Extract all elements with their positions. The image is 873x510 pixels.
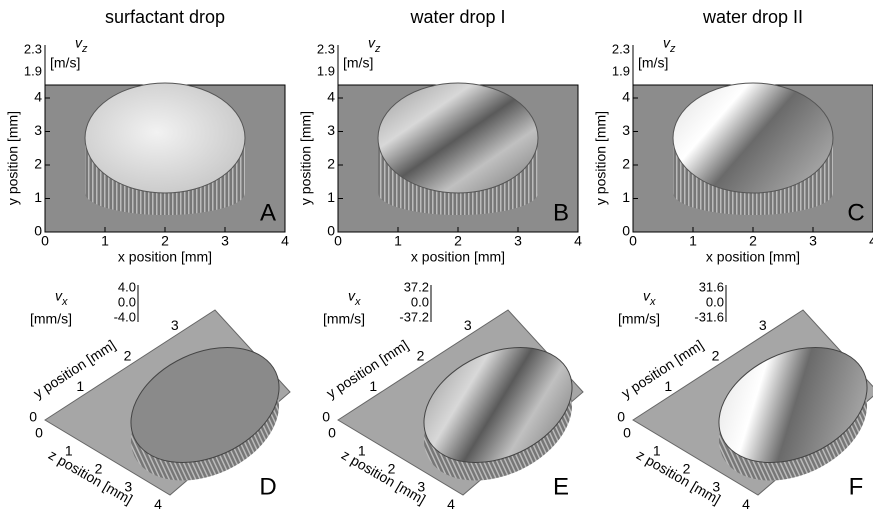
y-tick-label: 4 [622,89,630,105]
x-tick-label: 1 [394,233,402,249]
y-tick-label: 1 [327,189,335,205]
panel-title: surfactant drop [105,7,225,27]
y-tick-label: 2 [34,156,42,172]
x-tick-label: 0 [623,425,631,441]
y-tick-label: 2 [712,348,720,364]
z-subscript: x [649,296,656,308]
z-variable: vz [368,35,381,55]
y-axis-label: y position [mm] [593,111,609,205]
y-tick-label: 3 [327,122,335,138]
panel-letter: E [553,473,569,500]
y-tick-label: 3 [759,317,767,333]
z-tick-label: 0.0 [118,294,136,309]
y-tick-label: 1 [34,189,42,205]
z-tick-label: -31.6 [694,309,724,324]
z-unit: [mm/s] [618,311,660,327]
panel-letter: A [260,199,276,226]
z-tick-label: 37.2 [404,279,429,294]
x-tick-label: 1 [101,233,109,249]
x-tick-label: 4 [281,233,289,249]
x-tick-label: 2 [749,233,757,249]
x-tick-label: 4 [154,496,162,510]
z-subscript: z [81,43,88,55]
figure: surfactant dropvz[m/s]2.31.90123401234x … [0,0,873,510]
z-tick-label: 2.3 [317,41,335,56]
x-tick-label: 3 [514,233,522,249]
x-tick-label: 0 [41,233,49,249]
y-tick-label: 0 [322,409,330,425]
y-tick-label: 4 [34,89,42,105]
z-tick-label: 4.0 [118,279,136,294]
y-tick-label: 2 [124,348,132,364]
z-tick-label: 31.6 [699,279,724,294]
drop-surface [673,83,833,193]
z-subscript: x [354,296,361,308]
z-unit: [mm/s] [30,311,72,327]
z-tick-label: 2.3 [612,41,630,56]
z-tick-label: -37.2 [399,309,429,324]
x-tick-label: 3 [809,233,817,249]
x-tick-label: 2 [161,233,169,249]
z-tick-label: 1.9 [24,63,42,78]
panel-letter: F [849,473,864,500]
z-unit: [m/s] [343,55,373,71]
panel-letter: B [553,199,569,226]
z-variable: vz [663,35,676,55]
y-axis-label: y position [mm] [298,111,314,205]
x-tick-label: 4 [574,233,582,249]
y-tick-label: 3 [464,317,472,333]
x-tick-label: 4 [869,233,873,249]
panel-letter: C [847,199,864,226]
x-tick-label: 0 [334,233,342,249]
drop-surface [378,83,538,193]
z-variable: vz [75,35,88,55]
y-tick-label: 1 [622,189,630,205]
y-tick-label: 2 [622,156,630,172]
z-variable: vx [643,288,656,308]
y-axis-label: y position [mm] [5,111,21,205]
x-tick-label: 1 [689,233,697,249]
y-tick-label: 0 [29,409,37,425]
y-tick-label: 0 [617,409,625,425]
y-tick-label: 1 [76,378,84,394]
z-tick-label: 0.0 [411,294,429,309]
y-tick-label: 3 [34,122,42,138]
y-tick-label: 3 [622,122,630,138]
z-subscript: z [374,43,381,55]
y-tick-label: 4 [327,89,335,105]
y-tick-label: 2 [327,156,335,172]
panel-title: water drop II [702,7,803,27]
x-axis-label: x position [mm] [706,249,800,265]
x-axis-label: x position [mm] [411,249,505,265]
panel-title: water drop I [409,7,505,27]
x-tick-label: 4 [742,496,750,510]
y-tick-label: 1 [369,378,377,394]
z-tick-label: 1.9 [317,63,335,78]
z-tick-label: 0.0 [706,294,724,309]
z-unit: [mm/s] [323,311,365,327]
x-tick-label: 0 [629,233,637,249]
z-subscript: x [61,296,68,308]
x-tick-label: 4 [447,496,455,510]
z-tick-label: 2.3 [24,41,42,56]
z-unit: [m/s] [638,55,668,71]
x-axis-label: x position [mm] [118,249,212,265]
z-subscript: z [669,43,676,55]
y-tick-label: 2 [417,348,425,364]
z-variable: vx [348,288,361,308]
x-tick-label: 0 [328,425,336,441]
y-tick-label: 1 [664,378,672,394]
z-variable: vx [55,288,68,308]
x-tick-label: 0 [35,425,43,441]
y-tick-label: 3 [171,317,179,333]
z-tick-label: 1.9 [612,63,630,78]
drop-surface [85,83,245,193]
x-tick-label: 2 [454,233,462,249]
z-unit: [m/s] [50,55,80,71]
x-tick-label: 3 [221,233,229,249]
panel-letter: D [259,473,276,500]
z-tick-label: -4.0 [114,309,136,324]
